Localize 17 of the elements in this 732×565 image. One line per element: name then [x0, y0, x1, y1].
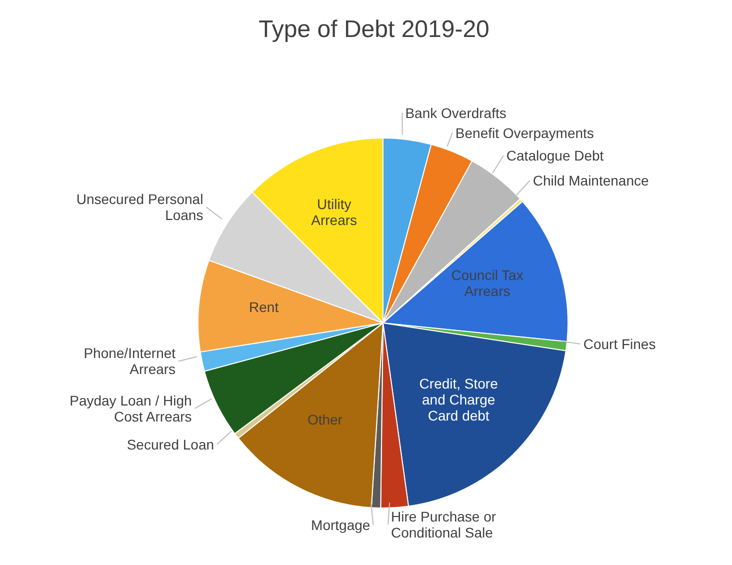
slice-label: Payday Loan / High Cost Arrears: [70, 392, 192, 424]
slice-label: Credit, Store and Charge Card debt: [419, 376, 498, 424]
slice-label: Court Fines: [583, 336, 656, 352]
slice-label: Rent: [249, 299, 279, 316]
slice-label: Unsecured Personal Loans: [76, 191, 204, 224]
slice-label: Child Maintenance: [532, 172, 650, 189]
slice-label: Hire Purchase or Conditional Sale: [391, 508, 496, 541]
slice-label: Utility Arrears: [311, 196, 358, 228]
slice-label: Mortgage: [311, 516, 370, 533]
slice-label: Other: [307, 412, 343, 428]
slice-label: Secured Loan: [126, 436, 214, 452]
chart-title: Type of Debt 2019-20: [258, 16, 490, 44]
slice-label: Benefit Overpayments: [455, 124, 594, 141]
slice-label: Phone/Internet Arrears: [84, 345, 176, 378]
slice-label: Council Tax Arrears: [451, 267, 524, 300]
slice-label: Bank Overdrafts: [405, 104, 506, 121]
slice-label: Catalogue Debt: [506, 148, 604, 164]
